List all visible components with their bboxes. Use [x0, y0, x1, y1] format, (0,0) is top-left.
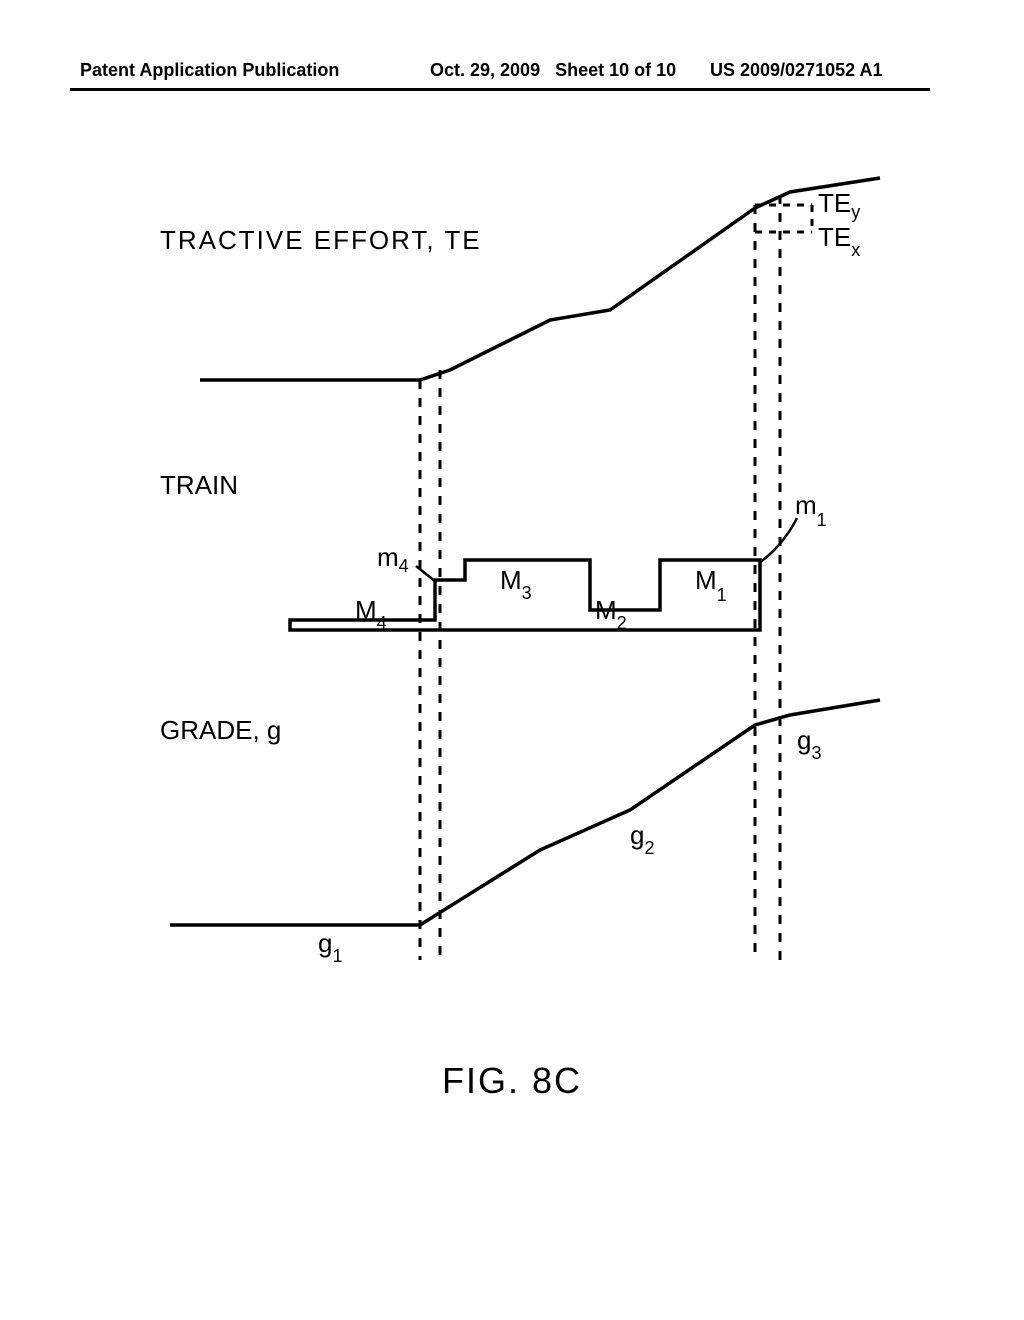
label-g1: g1 — [318, 928, 342, 963]
label-M1: M1 — [695, 565, 727, 600]
label-tey: TEy — [818, 188, 860, 223]
header-sheet: Sheet 10 of 10 — [555, 60, 676, 80]
label-M3: M3 — [500, 565, 532, 600]
label-tractive-effort: TRACTIVE EFFORT, TE — [160, 225, 482, 256]
header-right: US 2009/0271052 A1 — [710, 60, 882, 81]
header-rule — [70, 88, 930, 91]
figure-caption: FIG. 8C — [0, 1060, 1024, 1102]
label-M4: M4 — [355, 595, 387, 630]
label-M2: M2 — [595, 595, 627, 630]
header-left: Patent Application Publication — [80, 60, 339, 81]
label-train: TRAIN — [160, 470, 238, 501]
label-m1: m1 — [795, 490, 827, 525]
header-date: Oct. 29, 2009 — [430, 60, 540, 80]
te-annotation-dashes — [755, 205, 812, 232]
figure-8c-diagram: TRACTIVE EFFORT, TE TRAIN GRADE, g TEy T… — [100, 170, 900, 990]
label-g2: g2 — [630, 820, 654, 855]
label-grade: GRADE, g — [160, 715, 281, 746]
label-g3: g3 — [797, 725, 821, 760]
label-m4: m4 — [377, 542, 409, 577]
label-tex: TEx — [818, 222, 860, 257]
header-mid: Oct. 29, 2009 Sheet 10 of 10 — [430, 60, 676, 81]
patent-page: Patent Application Publication Oct. 29, … — [0, 0, 1024, 1320]
te-curve — [200, 178, 880, 380]
